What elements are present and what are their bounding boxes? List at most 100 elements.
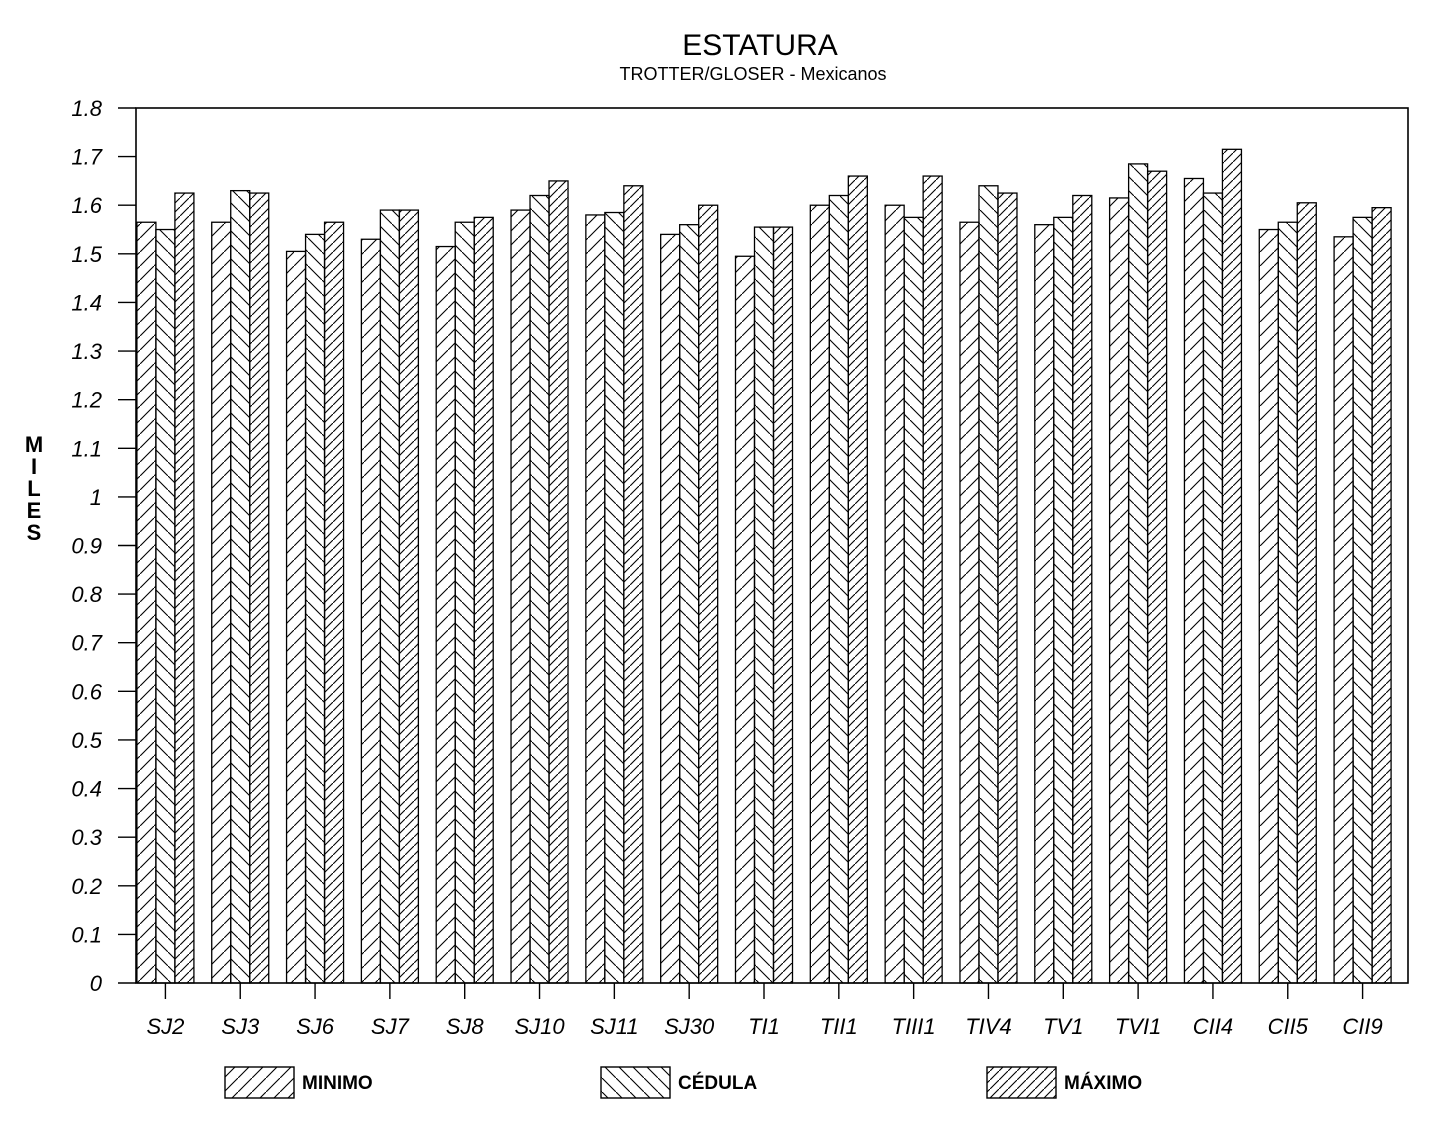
bar-maximo-tiv4 — [997, 192, 1018, 984]
bar-cedula-sj11 — [604, 211, 625, 984]
legend-item-minimo: MINIMO — [224, 1066, 373, 1099]
bar-minimo-sj2 — [136, 221, 157, 984]
bar-maximo-ti1 — [772, 226, 794, 984]
y-tick-label: 1.7 — [71, 145, 102, 170]
y-tick-label: 1.2 — [71, 388, 102, 413]
y-tick-label: 0.8 — [71, 582, 102, 607]
y-tick-label: 0 — [90, 971, 103, 996]
bar-cedula-sj6 — [304, 233, 326, 984]
x-tick-label: SJ7 — [371, 1014, 410, 1039]
x-tick-label: SJ8 — [446, 1014, 485, 1039]
x-tick-label: SJ2 — [146, 1014, 184, 1039]
bars — [136, 148, 1392, 984]
bar-cedula-sj3 — [230, 189, 251, 984]
x-tick-label: CII5 — [1268, 1014, 1309, 1039]
bar-maximo-sj8 — [473, 216, 494, 984]
chart-subtitle: TROTTER/GLOSER - Mexicanos — [619, 64, 886, 84]
bar-maximo-sj11 — [623, 185, 644, 984]
bar-cedula-tv1 — [1053, 216, 1074, 984]
y-tick-label: 1.8 — [71, 96, 102, 121]
bar-maximo-sj10 — [548, 180, 569, 984]
x-tick-label: TIII1 — [892, 1014, 936, 1039]
legend-label-cedula: CÉDULA — [678, 1072, 757, 1094]
bar-maximo-sj3 — [249, 192, 270, 984]
legend-swatch-cedula — [600, 1066, 671, 1099]
x-tick-label: TVI1 — [1115, 1014, 1161, 1039]
x-axis: SJ2 SJ3 SJ6 SJ7 SJ8 SJ10 SJ11 SJ30 TI1 TII1 TIII1 T… — [146, 983, 1383, 1039]
bar-maximo-sj6 — [323, 221, 345, 984]
bar-maximo-cii9 — [1371, 207, 1392, 984]
plot-frame — [135, 107, 1409, 984]
x-tick-label: TV1 — [1043, 1014, 1083, 1039]
bar-minimo-tvi1 — [1108, 197, 1130, 984]
bar-cedula-sj8 — [454, 221, 475, 984]
y-tick-label: 1.6 — [71, 193, 102, 218]
bar-cedula-sj30 — [679, 224, 700, 984]
bar-cedula-cii5 — [1277, 221, 1298, 984]
x-tick-label: SJ6 — [296, 1014, 335, 1039]
bar-minimo-sj30 — [660, 233, 681, 984]
bar-maximo-sj30 — [698, 204, 719, 984]
bar-minimo-tv1 — [1034, 224, 1055, 984]
bar-minimo-tiii1 — [884, 204, 905, 984]
y-tick-label: 0.5 — [71, 728, 102, 753]
bar-minimo-tiv4 — [959, 221, 980, 984]
y-tick-label: 1.3 — [71, 339, 102, 364]
x-tick-label: SJ10 — [514, 1014, 565, 1039]
bar-cedula-sj10 — [529, 194, 550, 984]
bar-minimo-cii4 — [1183, 177, 1205, 984]
bar-maximo-tv1 — [1072, 194, 1093, 984]
bar-minimo-sj10 — [510, 209, 531, 984]
bar-minimo-sj8 — [435, 245, 456, 984]
x-tick-label: CII4 — [1193, 1014, 1233, 1039]
legend-swatch-minimo — [224, 1066, 295, 1099]
legend-item-cedula: CÉDULA — [600, 1066, 757, 1099]
bar-maximo-cii4 — [1221, 148, 1243, 984]
y-tick-label: 1.5 — [71, 242, 102, 267]
bar-cedula-tiii1 — [903, 216, 924, 984]
bar-minimo-tii1 — [809, 204, 830, 984]
y-tick-label: 0.6 — [71, 679, 102, 704]
bar-minimo-sj11 — [585, 214, 606, 984]
bar-cedula-tvi1 — [1127, 163, 1149, 984]
x-tick-label: TII1 — [820, 1014, 858, 1039]
bar-cedula-ti1 — [753, 226, 775, 984]
bar-cedula-tiv4 — [978, 185, 999, 984]
x-tick-label: TI1 — [748, 1014, 780, 1039]
bar-cedula-cii9 — [1352, 216, 1373, 984]
bar-cedula-cii4 — [1202, 192, 1224, 984]
x-tick-label: TIV4 — [965, 1014, 1011, 1039]
y-tick-label: 0.1 — [71, 922, 102, 947]
bar-cedula-sj7 — [379, 209, 401, 984]
bar-cedula-sj2 — [155, 228, 176, 984]
bar-cedula-tii1 — [828, 194, 849, 984]
x-tick-label: SJ30 — [664, 1014, 715, 1039]
y-tick-label: 1.4 — [71, 290, 102, 315]
y-axis: 0 0.1 0.2 0.3 0.4 0.5 0.6 0.7 0.8 0.9 1 1.1 1.2 1.3 1.… — [71, 96, 136, 996]
chart-title: ESTATURA — [682, 29, 838, 62]
y-tick-label: 0.4 — [71, 777, 102, 802]
bar-minimo-cii5 — [1258, 228, 1279, 984]
bar-maximo-sj2 — [174, 192, 195, 984]
y-tick-label: 0.9 — [71, 534, 102, 559]
bar-maximo-cii5 — [1296, 202, 1317, 984]
legend-item-maximo: MÁXIMO — [986, 1066, 1142, 1099]
y-tick-label: 0.2 — [71, 874, 102, 899]
bar-minimo-sj7 — [360, 238, 382, 984]
legend-label-minimo: MINIMO — [302, 1073, 373, 1094]
x-tick-label: CII9 — [1342, 1014, 1382, 1039]
bar-minimo-sj3 — [211, 221, 232, 984]
y-tick-label: 1.1 — [71, 436, 102, 461]
x-tick-label: SJ11 — [590, 1014, 639, 1039]
bar-maximo-sj7 — [398, 209, 420, 984]
bar-maximo-tii1 — [847, 175, 868, 984]
bar-minimo-ti1 — [734, 255, 756, 984]
x-tick-label: SJ3 — [221, 1014, 260, 1039]
y-tick-label: 0.7 — [71, 631, 102, 656]
bar-minimo-sj6 — [285, 250, 307, 984]
bar-minimo-cii9 — [1333, 236, 1354, 984]
bar-maximo-tvi1 — [1146, 170, 1168, 984]
legend-label-maximo: MÁXIMO — [1064, 1072, 1142, 1094]
